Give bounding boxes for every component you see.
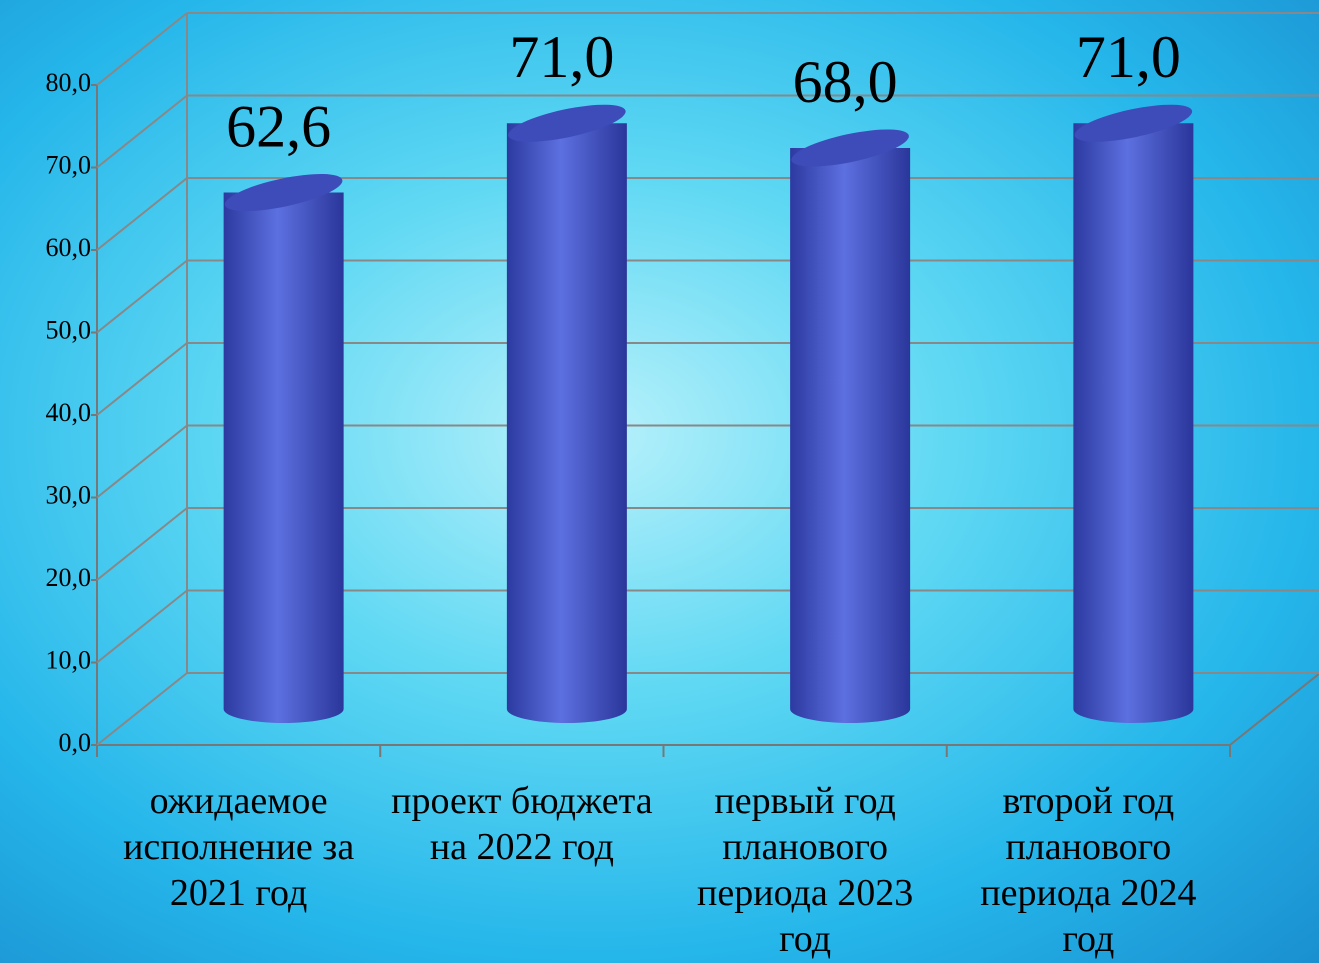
grid-line: [96, 507, 188, 581]
value-label: 68,0: [793, 49, 898, 115]
grid-line: [96, 424, 188, 499]
grid-line: [96, 177, 188, 251]
x-tick-label: проект бюджета на 2022 год: [391, 780, 653, 868]
y-tick-label: 40,0: [46, 398, 92, 427]
floor-edge: [1229, 672, 1319, 746]
bar-top: [508, 104, 626, 142]
value-label: 71,0: [509, 24, 614, 90]
value-label: 62,6: [226, 93, 331, 159]
y-tick-label: 80,0: [46, 68, 92, 97]
x-tick-label: ожидаемое исполнение за 2021 год: [123, 780, 355, 914]
bar: [1073, 123, 1194, 724]
bar: [506, 123, 627, 724]
y-tick-label: 70,0: [46, 150, 92, 179]
y-tick-label: 10,0: [46, 645, 92, 674]
y-tick-label: 30,0: [46, 480, 92, 509]
bar: [790, 148, 911, 724]
x-tick-label: первый год планового периода 2023 год: [697, 780, 914, 960]
y-tick-label: 0,0: [59, 728, 92, 757]
grid-line: [96, 259, 188, 334]
x-tick-label: второй год планового периода 2024 год: [980, 780, 1197, 960]
bar-top: [1074, 104, 1193, 142]
bar-top: [224, 174, 343, 212]
grid-line: [96, 12, 188, 86]
bar-top: [791, 129, 909, 167]
y-tick-label: 50,0: [46, 315, 92, 344]
grid-line: [96, 589, 188, 664]
grid-line: [96, 94, 188, 169]
grid-line: [96, 342, 188, 416]
grid-line: [96, 672, 188, 746]
value-label: 71,0: [1076, 24, 1181, 90]
y-tick-label: 20,0: [46, 563, 92, 592]
y-tick-label: 60,0: [46, 233, 92, 262]
bar: [223, 192, 344, 724]
